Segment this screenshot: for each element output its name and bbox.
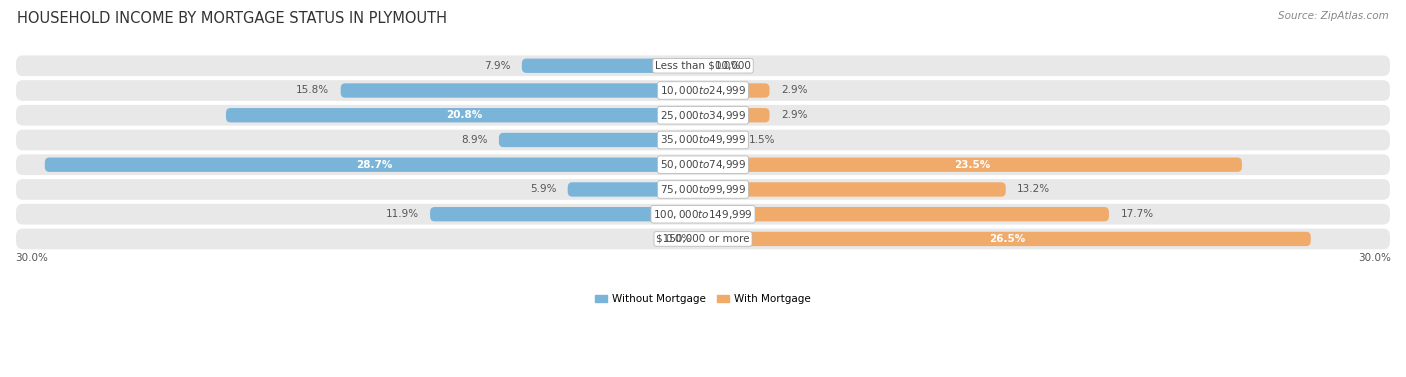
- FancyBboxPatch shape: [15, 79, 1391, 102]
- FancyBboxPatch shape: [15, 203, 1391, 225]
- Text: 5.9%: 5.9%: [530, 184, 557, 195]
- Text: $35,000 to $49,999: $35,000 to $49,999: [659, 133, 747, 147]
- FancyBboxPatch shape: [703, 83, 769, 98]
- Text: HOUSEHOLD INCOME BY MORTGAGE STATUS IN PLYMOUTH: HOUSEHOLD INCOME BY MORTGAGE STATUS IN P…: [17, 11, 447, 26]
- FancyBboxPatch shape: [703, 133, 737, 147]
- Text: 20.8%: 20.8%: [446, 110, 482, 120]
- Text: Source: ZipAtlas.com: Source: ZipAtlas.com: [1278, 11, 1389, 21]
- Text: 26.5%: 26.5%: [988, 234, 1025, 244]
- FancyBboxPatch shape: [15, 54, 1391, 77]
- Text: 17.7%: 17.7%: [1121, 209, 1153, 219]
- Text: 30.0%: 30.0%: [15, 253, 48, 263]
- Text: 11.9%: 11.9%: [385, 209, 419, 219]
- Text: 7.9%: 7.9%: [484, 61, 510, 71]
- FancyBboxPatch shape: [568, 182, 703, 197]
- Text: 8.9%: 8.9%: [461, 135, 488, 145]
- FancyBboxPatch shape: [430, 207, 703, 221]
- FancyBboxPatch shape: [340, 83, 703, 98]
- FancyBboxPatch shape: [703, 207, 1109, 221]
- FancyBboxPatch shape: [15, 228, 1391, 250]
- FancyBboxPatch shape: [15, 104, 1391, 127]
- FancyBboxPatch shape: [703, 108, 769, 123]
- FancyBboxPatch shape: [499, 133, 703, 147]
- FancyBboxPatch shape: [15, 129, 1391, 151]
- Text: $25,000 to $34,999: $25,000 to $34,999: [659, 109, 747, 122]
- Text: 2.9%: 2.9%: [780, 110, 807, 120]
- FancyBboxPatch shape: [45, 158, 703, 172]
- Text: 15.8%: 15.8%: [297, 86, 329, 95]
- Text: Less than $10,000: Less than $10,000: [655, 61, 751, 71]
- Text: $150,000 or more: $150,000 or more: [657, 234, 749, 244]
- FancyBboxPatch shape: [703, 182, 1005, 197]
- Text: 0.0%: 0.0%: [665, 234, 692, 244]
- Text: 30.0%: 30.0%: [1358, 253, 1391, 263]
- Text: $100,000 to $149,999: $100,000 to $149,999: [654, 208, 752, 221]
- Text: 1.5%: 1.5%: [749, 135, 775, 145]
- FancyBboxPatch shape: [15, 153, 1391, 176]
- FancyBboxPatch shape: [522, 58, 703, 73]
- Text: $50,000 to $74,999: $50,000 to $74,999: [659, 158, 747, 171]
- FancyBboxPatch shape: [15, 178, 1391, 201]
- FancyBboxPatch shape: [226, 108, 703, 123]
- FancyBboxPatch shape: [703, 232, 1310, 246]
- Text: 28.7%: 28.7%: [356, 160, 392, 170]
- Text: $75,000 to $99,999: $75,000 to $99,999: [659, 183, 747, 196]
- Text: 23.5%: 23.5%: [955, 160, 991, 170]
- Text: 13.2%: 13.2%: [1017, 184, 1050, 195]
- Legend: Without Mortgage, With Mortgage: Without Mortgage, With Mortgage: [591, 290, 815, 308]
- FancyBboxPatch shape: [703, 158, 1241, 172]
- Text: 2.9%: 2.9%: [780, 86, 807, 95]
- Text: 0.0%: 0.0%: [714, 61, 741, 71]
- Text: $10,000 to $24,999: $10,000 to $24,999: [659, 84, 747, 97]
